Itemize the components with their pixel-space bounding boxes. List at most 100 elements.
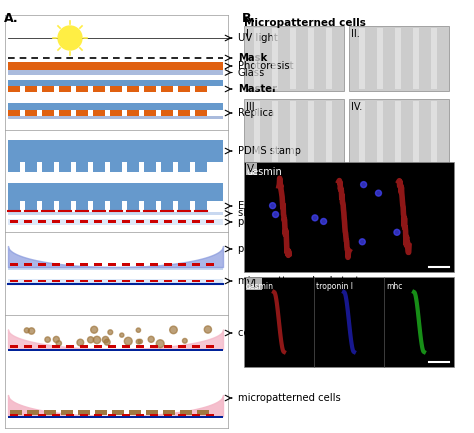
FancyBboxPatch shape	[94, 263, 102, 266]
FancyBboxPatch shape	[93, 86, 105, 92]
FancyBboxPatch shape	[308, 101, 314, 162]
FancyBboxPatch shape	[359, 28, 365, 89]
FancyBboxPatch shape	[38, 263, 46, 266]
Circle shape	[204, 326, 211, 333]
FancyBboxPatch shape	[66, 263, 74, 266]
FancyBboxPatch shape	[326, 28, 332, 89]
FancyBboxPatch shape	[61, 410, 73, 415]
FancyBboxPatch shape	[144, 201, 156, 211]
FancyBboxPatch shape	[24, 220, 32, 223]
Text: troponin I: troponin I	[316, 282, 353, 291]
FancyBboxPatch shape	[359, 101, 365, 162]
FancyBboxPatch shape	[272, 101, 278, 162]
FancyBboxPatch shape	[122, 280, 130, 282]
FancyBboxPatch shape	[244, 277, 454, 367]
FancyBboxPatch shape	[24, 280, 32, 282]
FancyBboxPatch shape	[272, 28, 278, 89]
FancyBboxPatch shape	[42, 162, 54, 172]
FancyBboxPatch shape	[38, 220, 46, 223]
FancyBboxPatch shape	[206, 414, 214, 416]
FancyBboxPatch shape	[8, 70, 223, 75]
Circle shape	[91, 326, 98, 333]
Circle shape	[361, 181, 366, 187]
Text: micropatterned substrate: micropatterned substrate	[238, 276, 365, 286]
FancyBboxPatch shape	[150, 220, 158, 223]
FancyBboxPatch shape	[66, 280, 74, 282]
FancyBboxPatch shape	[192, 263, 200, 266]
Circle shape	[88, 337, 94, 343]
Text: Mask: Mask	[238, 53, 267, 63]
FancyBboxPatch shape	[244, 99, 344, 164]
Circle shape	[24, 328, 29, 333]
FancyBboxPatch shape	[178, 162, 190, 172]
Text: slide (glass/gold): slide (glass/gold)	[238, 209, 323, 219]
FancyBboxPatch shape	[108, 345, 116, 348]
FancyBboxPatch shape	[178, 414, 186, 416]
Text: VI.: VI.	[247, 279, 261, 289]
FancyBboxPatch shape	[144, 162, 156, 172]
FancyBboxPatch shape	[93, 162, 105, 172]
FancyBboxPatch shape	[163, 410, 175, 415]
FancyBboxPatch shape	[108, 220, 116, 223]
Circle shape	[58, 26, 82, 50]
FancyBboxPatch shape	[195, 162, 207, 172]
FancyBboxPatch shape	[52, 220, 60, 223]
FancyBboxPatch shape	[326, 101, 332, 162]
Text: Master: Master	[238, 84, 277, 94]
FancyBboxPatch shape	[52, 280, 60, 282]
Circle shape	[120, 333, 124, 337]
FancyBboxPatch shape	[110, 162, 122, 172]
FancyBboxPatch shape	[44, 410, 56, 415]
FancyBboxPatch shape	[178, 280, 186, 282]
FancyBboxPatch shape	[161, 86, 173, 92]
FancyBboxPatch shape	[110, 86, 122, 92]
FancyBboxPatch shape	[94, 414, 102, 416]
FancyBboxPatch shape	[127, 162, 139, 172]
FancyBboxPatch shape	[10, 220, 18, 223]
Text: B.: B.	[242, 12, 256, 25]
FancyBboxPatch shape	[80, 280, 88, 282]
FancyBboxPatch shape	[76, 201, 88, 211]
FancyBboxPatch shape	[108, 280, 116, 282]
FancyBboxPatch shape	[161, 110, 173, 116]
FancyBboxPatch shape	[24, 263, 32, 266]
FancyBboxPatch shape	[8, 201, 20, 211]
FancyBboxPatch shape	[25, 86, 37, 92]
FancyBboxPatch shape	[136, 414, 144, 416]
Text: micropatterned cells: micropatterned cells	[238, 393, 341, 403]
FancyBboxPatch shape	[93, 110, 105, 116]
FancyBboxPatch shape	[127, 201, 139, 211]
Circle shape	[124, 337, 132, 345]
FancyBboxPatch shape	[413, 28, 419, 89]
FancyBboxPatch shape	[10, 263, 18, 266]
FancyBboxPatch shape	[192, 414, 200, 416]
FancyBboxPatch shape	[52, 345, 60, 348]
Text: Micropatterned cells: Micropatterned cells	[244, 18, 366, 28]
FancyBboxPatch shape	[290, 101, 296, 162]
FancyBboxPatch shape	[122, 220, 130, 223]
FancyBboxPatch shape	[8, 110, 20, 116]
Text: ECM protein: ECM protein	[238, 201, 298, 211]
FancyBboxPatch shape	[66, 220, 74, 223]
FancyBboxPatch shape	[8, 267, 223, 270]
Circle shape	[102, 336, 109, 343]
FancyBboxPatch shape	[395, 101, 401, 162]
FancyBboxPatch shape	[178, 86, 190, 92]
FancyBboxPatch shape	[8, 86, 20, 92]
FancyBboxPatch shape	[8, 219, 223, 225]
FancyBboxPatch shape	[349, 26, 449, 91]
FancyBboxPatch shape	[178, 110, 190, 116]
FancyBboxPatch shape	[178, 220, 186, 223]
FancyBboxPatch shape	[127, 110, 139, 116]
Text: Replica: Replica	[238, 108, 274, 118]
FancyBboxPatch shape	[80, 345, 88, 348]
FancyBboxPatch shape	[122, 414, 130, 416]
Text: desmin: desmin	[246, 282, 274, 291]
Circle shape	[56, 341, 62, 346]
Text: patterned protein: patterned protein	[238, 217, 326, 227]
Circle shape	[53, 336, 59, 343]
FancyBboxPatch shape	[24, 345, 32, 348]
Text: UV light: UV light	[238, 33, 278, 43]
Text: II.: II.	[351, 29, 360, 39]
FancyBboxPatch shape	[78, 410, 90, 415]
